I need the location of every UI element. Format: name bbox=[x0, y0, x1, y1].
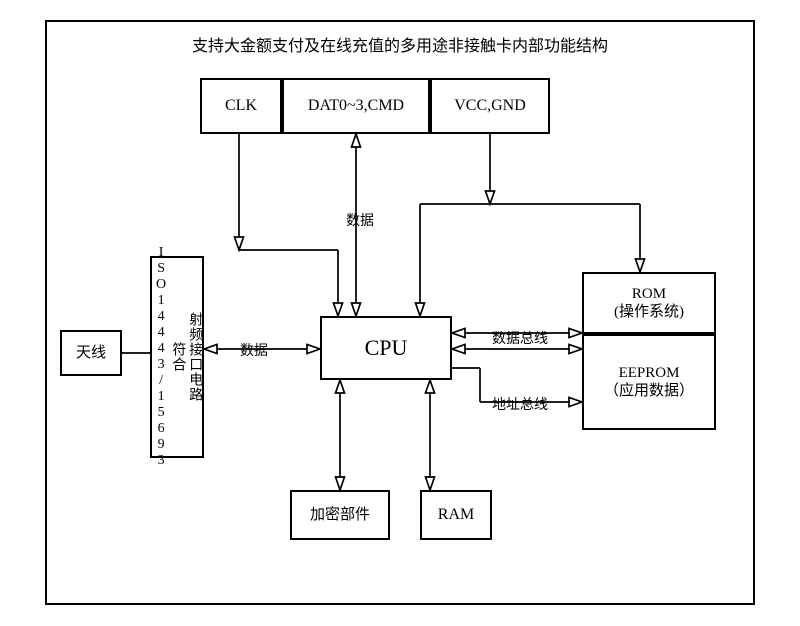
diagram-title: 支持大金额支付及在线充值的多用途非接触卡内部功能结构 bbox=[192, 32, 608, 56]
eeprom-box: EEPROM （应用数据） bbox=[582, 334, 716, 430]
antenna-label: 天线 bbox=[76, 344, 106, 362]
dat-label: DAT0~3,CMD bbox=[308, 96, 404, 115]
edge-label-data-bus: 数据总线 bbox=[490, 328, 550, 348]
edge-label-data-left: 数据 bbox=[238, 340, 270, 360]
clk-label: CLK bbox=[225, 96, 257, 115]
rom-label: ROM (操作系统) bbox=[614, 285, 684, 321]
ram-label: RAM bbox=[438, 505, 474, 524]
rom-box: ROM (操作系统) bbox=[582, 272, 716, 334]
eeprom-label: EEPROM （应用数据） bbox=[604, 364, 694, 400]
edge-label-data-top: 数据 bbox=[344, 210, 376, 230]
encryption-box: 加密部件 bbox=[290, 490, 390, 540]
vcc-label: VCC,GND bbox=[454, 96, 526, 115]
cpu-box: CPU bbox=[320, 316, 452, 380]
antenna-box: 天线 bbox=[60, 330, 122, 376]
rf-label-1: 符合ISO14443/15693 bbox=[152, 245, 186, 469]
ram-box: RAM bbox=[420, 490, 492, 540]
diagram-canvas: 支持大金额支付及在线充值的多用途非接触卡内部功能结构 CLK DAT0~3,CM… bbox=[0, 0, 800, 626]
vcc-box: VCC,GND bbox=[430, 78, 550, 134]
rf-interface-box: 符合ISO14443/15693 射频接口电路 bbox=[150, 256, 204, 458]
enc-label: 加密部件 bbox=[310, 506, 370, 524]
edge-label-addr-bus: 地址总线 bbox=[490, 394, 550, 414]
cpu-label: CPU bbox=[365, 335, 408, 361]
rf-label-2: 射频接口电路 bbox=[185, 312, 202, 402]
clk-box: CLK bbox=[200, 78, 282, 134]
dat-box: DAT0~3,CMD bbox=[282, 78, 430, 134]
